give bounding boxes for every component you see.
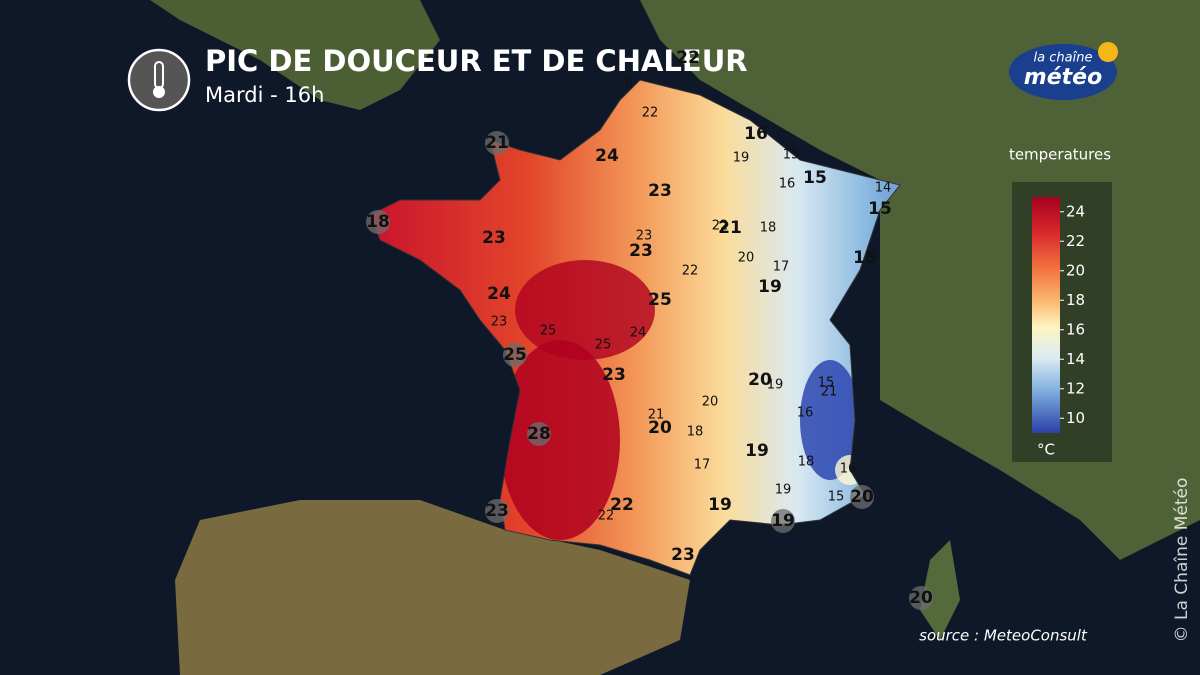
temp-label-small: 22	[682, 264, 699, 279]
city-marker	[366, 210, 390, 234]
legend-panel	[1012, 182, 1112, 462]
legend-title: temperatures	[1009, 146, 1111, 164]
temp-label: 20	[748, 370, 772, 390]
temp-label: 20	[850, 487, 874, 507]
temp-label-small: 20	[702, 395, 719, 410]
temp-label: 20	[648, 418, 672, 438]
temp-label-small: 8	[625, 77, 633, 92]
temp-label: 23	[629, 241, 653, 261]
temp-label: 23	[671, 545, 695, 565]
temp-label-small: 18	[760, 221, 777, 236]
title: PIC DE DOUCEUR ET DE CHALEUR	[205, 44, 748, 78]
temp-label: 22	[610, 495, 634, 515]
temp-label: 24	[487, 284, 511, 304]
temp-label: 22	[676, 48, 700, 68]
temp-label: 28	[527, 424, 551, 444]
temp-label-small: 21	[821, 385, 838, 400]
temp-label-small: 23	[636, 229, 653, 244]
temp-label: 20	[909, 588, 933, 608]
legend-tick-label: 20	[1066, 261, 1085, 279]
temp-label-small: 16	[797, 406, 814, 421]
color-bar	[1032, 197, 1060, 433]
temp-label: 19	[745, 441, 769, 461]
temp-label: 21	[718, 218, 742, 238]
subtitle: Mardi - 16h	[205, 83, 324, 107]
temp-label: 16	[744, 124, 768, 144]
legend-tick-label: 14	[1066, 350, 1085, 368]
city-marker	[850, 485, 874, 509]
temp-label-small: 25	[595, 338, 612, 353]
temp-label-small: 18	[798, 455, 815, 470]
temp-label-small: 24	[630, 326, 647, 341]
city-marker	[527, 422, 551, 446]
legend-tick-label: 10	[1066, 409, 1085, 427]
temp-label: 19	[771, 511, 795, 531]
temp-label-small: 15	[828, 490, 845, 505]
temp-label: 19	[758, 277, 782, 297]
temp-label-small: 17	[773, 260, 790, 275]
city-marker	[485, 131, 509, 155]
temp-label-small: 22	[712, 219, 729, 234]
temp-label-small: 15	[783, 148, 800, 163]
temp-label-small: 16	[840, 462, 857, 477]
temp-label-small: 19	[733, 151, 750, 166]
header-icon	[127, 48, 191, 112]
temp-label: 23	[482, 228, 506, 248]
temp-label: 15	[853, 248, 877, 268]
source: source : MeteoConsult	[919, 627, 1088, 645]
temp-label-small: 21	[648, 408, 665, 423]
temp-label: 24	[595, 146, 619, 166]
temp-label-small: 18	[687, 425, 704, 440]
temp-label: 21	[485, 133, 509, 153]
temp-label-small: 19	[767, 378, 784, 393]
temp-label: 23	[648, 181, 672, 201]
city-marker	[909, 586, 933, 610]
temp-label: 18	[366, 212, 390, 232]
city-marker	[485, 499, 509, 523]
temp-label-small: 20	[738, 251, 755, 266]
legend-tick-label: 12	[1066, 379, 1085, 397]
temp-label: 15	[868, 199, 892, 219]
temp-label-small: 14	[875, 181, 892, 196]
temp-label-small: 25	[540, 324, 557, 339]
temp-label-small: 16	[779, 177, 796, 192]
temp-label: 25	[648, 290, 672, 310]
city-marker	[771, 509, 795, 533]
temp-label-small: 22	[642, 106, 659, 121]
legend-tick-label: 18	[1066, 291, 1085, 309]
temp-label: 23	[485, 501, 509, 521]
temp-label-small: 22	[598, 509, 615, 524]
logo-line2: météo	[1024, 65, 1102, 90]
temp-label: 23	[602, 365, 626, 385]
temp-label-small: 17	[694, 458, 711, 473]
temp-label-small: 19	[775, 483, 792, 498]
logo-line1: la chaîne	[1034, 51, 1093, 66]
legend-unit: °C	[1037, 441, 1055, 459]
temp-label: 19	[708, 495, 732, 515]
copyright: © La Chaîne Météo	[1172, 478, 1192, 643]
temp-label: 15	[803, 168, 827, 188]
logo: la chaîne météo	[1009, 42, 1118, 100]
legend-tick-label: 16	[1066, 320, 1085, 338]
temp-label-small: 15	[818, 376, 835, 391]
legend-tick-label: 24	[1066, 202, 1085, 220]
temp-label: 25	[503, 345, 527, 365]
city-marker	[503, 343, 527, 367]
temp-label-small: 23	[491, 315, 508, 330]
legend-tick-label: 22	[1066, 232, 1085, 250]
